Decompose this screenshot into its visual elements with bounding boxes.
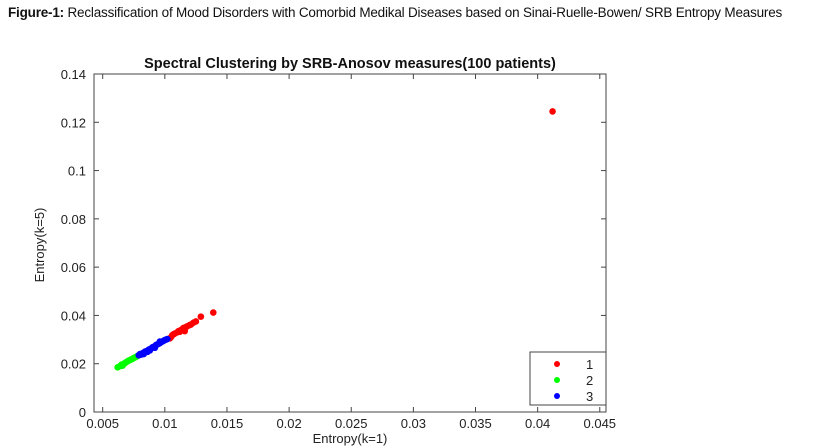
x-tick-label: 0.035 [459,416,492,431]
x-tick-label: 0.015 [211,416,244,431]
y-tick-label: 0.08 [61,212,86,227]
data-point-series-1 [210,309,217,316]
legend-label-3: 3 [586,389,593,404]
y-tick-label: 0.12 [61,115,86,130]
legend-marker-2 [554,377,560,383]
figure-caption: Figure-1: Reclassification of Mood Disor… [8,3,828,22]
figure-caption-text: Reclassification of Mood Disorders with … [63,5,783,20]
data-point-series-3 [156,338,164,345]
y-tick-label: 0.04 [61,308,86,323]
data-point-series-3 [151,344,159,352]
x-tick-label: 0.04 [525,416,550,431]
legend-marker-1 [554,361,560,367]
x-axis-label: Entropy(k=1) [313,431,388,446]
x-tick-label: 0.005 [86,416,119,431]
y-tick-label: 0.1 [68,164,86,179]
x-tick-label: 0.02 [276,416,301,431]
legend: 123 [529,351,607,406]
legend-label-2: 2 [586,373,593,388]
data-point-series-1 [549,108,556,115]
x-tick-label: 0.01 [152,416,177,431]
data-point-series-3 [140,350,148,358]
y-axis-label: Entropy(k=5) [32,208,47,283]
x-tick-label: 0.03 [401,416,426,431]
legend-marker-3 [554,393,560,399]
data-point-series-3 [164,335,171,343]
y-tick-label: 0.02 [61,357,86,372]
y-tick-label: 0 [79,405,86,420]
x-tick-label: 0.045 [584,416,617,431]
data-point-series-1 [197,313,205,320]
figure-label: Figure-1: [8,5,64,20]
y-tick-label: 0.14 [61,67,86,82]
chart-title: Spectral Clustering by SRB-Anosov measur… [144,56,556,72]
data-point-series-1 [192,318,200,325]
x-tick-label: 0.025 [335,416,368,431]
plot-area [93,73,607,413]
legend-box [529,351,607,406]
legend-label-1: 1 [586,357,593,372]
data-point-series-3 [146,347,154,354]
y-tick-label: 0.06 [61,260,86,275]
